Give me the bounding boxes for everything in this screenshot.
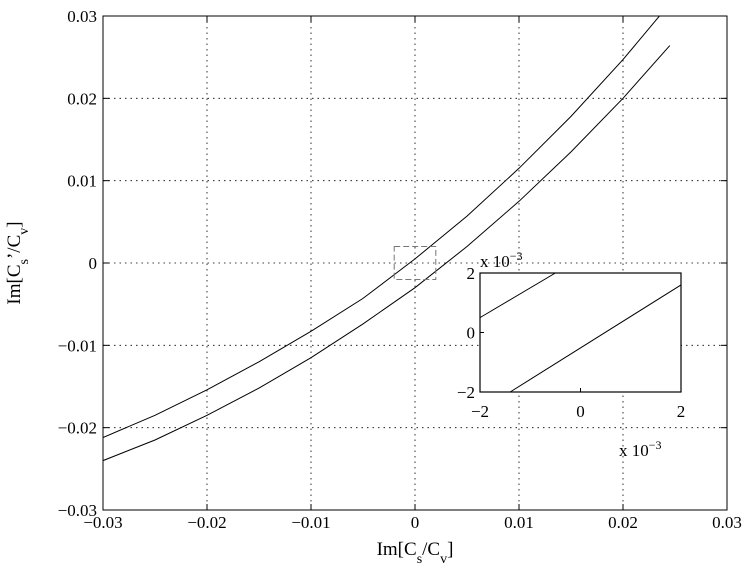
inset-x-tick-label: −2 bbox=[471, 402, 489, 421]
inset-axes bbox=[479, 272, 682, 393]
inset-series bbox=[479, 272, 682, 393]
main-tick-labels: −0.03 −0.02 −0.01 0 0.01 0.02 0.03 −0.03 −0.02 −0… bbox=[58, 7, 742, 532]
y-axis-label: Im[Cs’/Cv] bbox=[4, 221, 32, 304]
x-tick-label: −0.01 bbox=[291, 513, 330, 532]
main-series bbox=[103, 16, 671, 462]
y-tick-label: −0.01 bbox=[58, 336, 97, 355]
y-tick-label: 0 bbox=[89, 254, 98, 273]
inset-background bbox=[480, 273, 681, 392]
x-tick-label: 0.03 bbox=[712, 513, 742, 532]
x-tick-label: −0.02 bbox=[187, 513, 226, 532]
inset-series-line-2 bbox=[509, 284, 682, 393]
main-grid bbox=[103, 16, 727, 510]
x-tick-label: −0.03 bbox=[83, 513, 122, 532]
inset-y-tick-label: 0 bbox=[467, 324, 476, 343]
inset-y-exponent-label: x 10−3 bbox=[480, 249, 523, 271]
y-tick-label: −0.03 bbox=[58, 501, 97, 520]
x-tick-label: 0 bbox=[411, 513, 420, 532]
series-line-2 bbox=[103, 45, 671, 462]
inset-x-tick-label: 2 bbox=[677, 402, 686, 421]
x-axis-label: Im[Cs/Cv] bbox=[377, 539, 454, 567]
zoom-region-box bbox=[393, 246, 437, 280]
inset-x-tick-label: 0 bbox=[576, 402, 585, 421]
y-tick-label: 0.03 bbox=[67, 7, 97, 26]
main-axes bbox=[102, 15, 728, 511]
y-tick-label: 0.02 bbox=[67, 89, 97, 108]
inset-x-exponent-label: x 10−3 bbox=[619, 438, 662, 460]
zoom-box bbox=[393, 246, 437, 280]
inset-y-tick-label: −2 bbox=[457, 383, 475, 402]
series-line-1 bbox=[103, 16, 661, 438]
inset-y-tick-label: 2 bbox=[467, 264, 476, 283]
x-tick-label: 0.01 bbox=[504, 513, 534, 532]
inset-series-line-1 bbox=[479, 272, 556, 319]
y-tick-label: 0.01 bbox=[67, 172, 97, 191]
x-tick-label: 0.02 bbox=[608, 513, 638, 532]
y-tick-label: −0.02 bbox=[58, 419, 97, 438]
